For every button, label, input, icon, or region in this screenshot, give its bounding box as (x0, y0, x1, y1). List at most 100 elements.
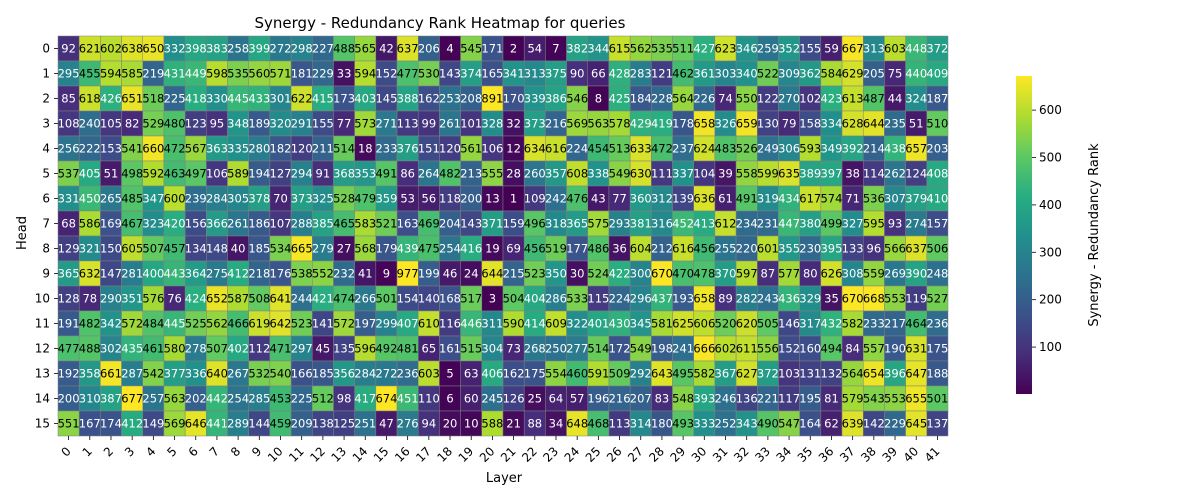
cell-value-label: 161 (439, 342, 461, 356)
cell-value-label: 510 (926, 117, 948, 131)
cell-value-label: 471 (270, 342, 292, 356)
cell-value-label: 235 (884, 117, 906, 131)
cell-value-label: 470 (672, 267, 694, 281)
cell-value-label: 379 (905, 192, 927, 206)
cell-value-label: 530 (418, 67, 440, 81)
cell-value-label: 563 (587, 117, 609, 131)
x-tick-label: 41 (922, 444, 943, 465)
cell-value-label: 381 (630, 217, 652, 231)
cell-value-label: 373 (524, 117, 546, 131)
cell-value-label: 433 (248, 92, 270, 106)
cell-value-label: 193 (672, 292, 694, 306)
y-tick-label: 1 (42, 67, 50, 81)
x-axis-label: Layer (486, 471, 523, 486)
x-tick-label: 10 (265, 444, 286, 465)
cell-value-label: 243 (757, 292, 779, 306)
cell-value-label: 625 (672, 317, 694, 331)
cell-value-label: 677 (121, 392, 143, 406)
cell-value-label: 587 (227, 292, 249, 306)
cell-value-label: 255 (715, 242, 737, 256)
cell-value-label: 252 (715, 417, 737, 431)
cell-value-label: 246 (715, 392, 737, 406)
cell-value-label: 249 (757, 142, 779, 156)
cell-value-label: 423 (820, 92, 842, 106)
x-axis-ticks: 0 1 2 3 4 5 6 7 8 9 10 11 12 13 14 15 16 17 18 19 20 21 22 23 24… (58, 436, 943, 465)
cell-value-label: 298 (291, 42, 313, 56)
cell-value-label: 584 (820, 67, 842, 81)
cell-value-label: 329 (799, 292, 821, 306)
cell-value-label: 248 (926, 267, 948, 281)
cell-value-label: 173 (333, 92, 355, 106)
cell-value-label: 483 (715, 142, 737, 156)
cell-value-label: 229 (884, 417, 906, 431)
cell-value-label: 600 (164, 192, 186, 206)
cell-value-label: 126 (503, 392, 525, 406)
cell-value-label: 294 (291, 167, 313, 181)
cell-value-label: 156 (185, 217, 207, 231)
cell-value-label: 401 (587, 317, 609, 331)
cell-value-label: 54 (527, 42, 542, 56)
cell-value-label: 362 (799, 67, 821, 81)
colorbar-ticks: 100 200 300 400 500 600 (1032, 103, 1062, 354)
cell-value-label: 192 (58, 367, 80, 381)
cell-value-label: 108 (58, 117, 80, 131)
cell-value-label: 449 (185, 67, 207, 81)
cell-value-label: 203 (926, 142, 948, 156)
cell-value-label: 151 (418, 142, 440, 156)
cell-value-label: 103 (778, 367, 800, 381)
cell-value-label: 123 (185, 117, 207, 131)
cell-value-label: 582 (842, 317, 864, 331)
cell-value-label: 602 (100, 42, 122, 56)
cell-value-label: 434 (778, 192, 800, 206)
cell-value-label: 79 (782, 117, 797, 131)
cell-value-label: 276 (397, 417, 419, 431)
cell-value-label: 645 (905, 417, 927, 431)
cell-value-label: 110 (418, 392, 440, 406)
cell-value-label: 566 (884, 242, 906, 256)
x-tick-label: 26 (604, 444, 625, 465)
cell-value-label: 636 (693, 192, 715, 206)
cell-value-label: 305 (227, 192, 249, 206)
cell-value-label: 619 (248, 317, 270, 331)
x-tick-label: 23 (540, 444, 561, 465)
cell-value-label: 283 (630, 67, 652, 81)
cell-value-label: 361 (693, 67, 715, 81)
cell-value-label: 232 (333, 267, 355, 281)
cell-value-label: 431 (164, 67, 186, 81)
cell-value-label: 514 (587, 342, 609, 356)
cell-value-label: 623 (715, 42, 737, 56)
cell-value-label: 406 (481, 367, 503, 381)
cell-value-label: 523 (524, 267, 546, 281)
cell-value-label: 407 (397, 317, 419, 331)
cell-value-label: 160 (799, 342, 821, 356)
cell-value-label: 177 (566, 242, 588, 256)
cell-value-label: 427 (693, 42, 715, 56)
cell-value-label: 425 (609, 92, 631, 106)
x-tick-label: 13 (328, 444, 349, 465)
x-tick-label: 19 (456, 444, 477, 465)
cell-value-label: 594 (100, 67, 122, 81)
cell-value-label: 200 (58, 392, 80, 406)
cell-value-label: 609 (545, 317, 567, 331)
cell-value-label: 604 (630, 242, 652, 256)
cell-value-label: 632 (79, 267, 101, 281)
cell-value-label: 640 (206, 367, 228, 381)
cell-value-label: 556 (757, 342, 779, 356)
cell-value-label: 10 (464, 417, 479, 431)
cell-value-label: 199 (418, 267, 440, 281)
cell-value-label: 114 (863, 167, 885, 181)
x-tick-label: 31 (710, 444, 731, 465)
cell-value-label: 646 (185, 417, 207, 431)
cell-value-label: 366 (206, 217, 228, 231)
cell-value-label: 264 (418, 167, 440, 181)
cell-value-label: 304 (481, 342, 503, 356)
cell-value-label: 64 (549, 392, 564, 406)
cell-value-label: 167 (79, 417, 101, 431)
cell-value-label: 56 (422, 192, 437, 206)
cell-value-label: 133 (842, 242, 864, 256)
cell-value-label: 453 (270, 392, 292, 406)
y-tick-label: 10 (35, 292, 50, 306)
x-tick-label: 20 (477, 444, 498, 465)
cell-value-label: 163 (397, 217, 419, 231)
cell-value-label: 547 (778, 417, 800, 431)
